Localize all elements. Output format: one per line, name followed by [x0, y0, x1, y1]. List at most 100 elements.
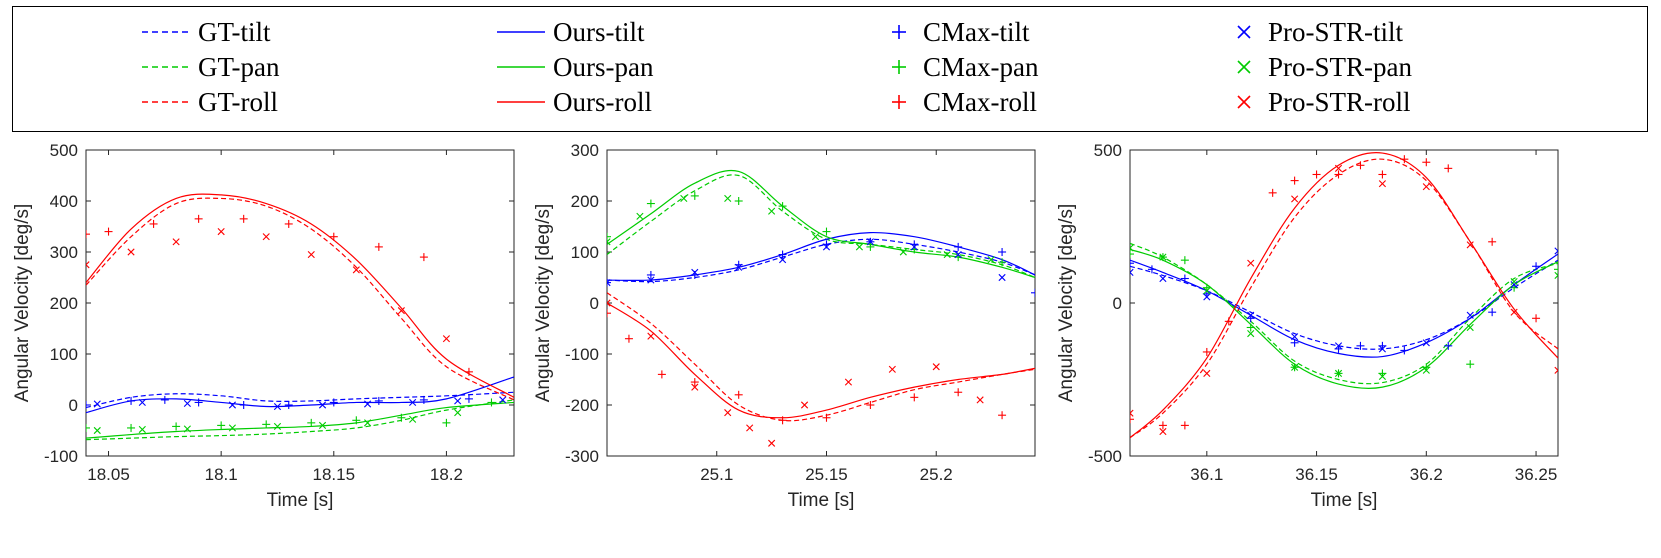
series-pro-str-roll-point — [1378, 180, 1386, 188]
series-ours-roll-line — [86, 193, 514, 398]
legend-label: Ours-pan — [553, 51, 654, 82]
series-pro-str-tilt-point — [866, 238, 874, 246]
series-cmax-roll-point — [657, 370, 666, 379]
series-pro-str-pan-point — [943, 250, 951, 259]
x-tick-label: 25.1 — [700, 465, 733, 484]
series-pro-str-tilt-point — [93, 400, 101, 408]
series-pro-str-tilt-point — [228, 401, 237, 409]
series-cmax-tilt-point — [1031, 288, 1035, 297]
legend-item-ours-roll: Ours-roll — [493, 87, 652, 117]
series-cmax-pan-point — [127, 423, 136, 432]
series-ours-tilt-line — [1130, 253, 1558, 358]
y-tick-label: 300 — [571, 141, 599, 160]
series-pro-str-pan-point — [1510, 277, 1518, 286]
series-pro-str-pan-point — [768, 207, 776, 215]
series-cmax-roll-point — [1290, 176, 1299, 185]
series-cmax-pan-point — [1554, 265, 1558, 274]
series-pro-str-tilt-point — [183, 399, 191, 408]
series-cmax-roll — [1130, 155, 1541, 430]
series-cmax-tilt-point — [464, 394, 473, 403]
series-cmax-pan-point — [442, 418, 451, 427]
legend-item-cmax-pan: CMax-pan — [863, 52, 1038, 82]
series-cmax-roll-point — [1532, 314, 1541, 323]
series-cmax-roll-point — [149, 219, 158, 228]
series-pro-str-pan-point — [183, 425, 191, 433]
y-tick-label: -200 — [565, 396, 599, 415]
series-pro-str-pan-point — [363, 419, 372, 427]
legend-item-gt-tilt: GT-tilt — [138, 17, 271, 47]
legend-swatch-pro-str-tilt — [1237, 25, 1251, 39]
plot-area — [1129, 149, 1559, 457]
legend-label: GT-roll — [198, 86, 278, 117]
series-cmax-roll-point — [1180, 421, 1189, 430]
series-pro-str-pan-point — [273, 422, 282, 431]
legend-item-ours-tilt: Ours-tilt — [493, 17, 645, 47]
series-pro-str-roll-point — [691, 383, 699, 391]
series-cmax-pan-point — [866, 242, 875, 251]
y-tick-label: 300 — [50, 243, 78, 262]
series-pro-str-tilt-point — [1130, 268, 1134, 276]
series-pro-str-roll-point — [127, 248, 135, 256]
series-pro-str-tilt-point — [454, 397, 462, 405]
series-gt-roll-line — [86, 197, 514, 401]
series-cmax-tilt — [86, 394, 473, 409]
series-pro-str-roll-point — [800, 401, 809, 409]
legend-label: Pro-STR-pan — [1268, 51, 1412, 82]
legend-item-gt-roll: GT-roll — [138, 87, 278, 117]
series-pro-str-pan-point — [93, 426, 101, 435]
series-pro-str-roll-point — [976, 396, 984, 404]
series-pro-str-pan-point — [1203, 287, 1211, 295]
series-cmax-tilt-point — [284, 401, 293, 409]
legend-swatch-gt-pan — [142, 66, 190, 68]
x-axis-label: Time [s] — [788, 490, 855, 511]
series-pro-str-pan-point — [1422, 366, 1430, 374]
series-cmax-roll-point — [329, 232, 338, 241]
series-pro-str-pan — [93, 409, 462, 435]
series-pro-str-tilt-point — [1554, 247, 1558, 255]
series-cmax-roll-point — [690, 378, 699, 387]
x-tick-label: 36.25 — [1515, 465, 1558, 484]
series-pro-str-pan — [1130, 244, 1558, 381]
series-pro-str-tilt-point — [1291, 333, 1299, 341]
series-ours-tilt-line — [86, 376, 514, 414]
series-pro-str-roll-point — [1159, 427, 1167, 436]
series-pro-str-pan-point — [1130, 244, 1134, 252]
series-pro-str-pan-point — [1247, 330, 1255, 338]
series-cmax-roll-point — [1378, 170, 1387, 179]
series-cmax-tilt-point — [646, 270, 655, 279]
x-tick-label: 36.1 — [1190, 465, 1223, 484]
series-cmax-pan-point — [1130, 250, 1134, 259]
x-tick-label: 25.2 — [920, 465, 953, 484]
series-cmax-tilt-point — [194, 398, 203, 407]
legend-label: Ours-roll — [553, 86, 652, 117]
series-cmax-pan-point — [690, 191, 699, 200]
x-tick-label: 36.15 — [1295, 465, 1338, 484]
series-pro-str-tilt-point — [998, 273, 1006, 282]
legend-swatch-ours-roll — [497, 101, 545, 103]
series-pro-str-roll-point — [1203, 369, 1211, 377]
series-cmax-roll-point — [1444, 164, 1453, 173]
series-pro-str-pan-point — [1554, 271, 1558, 280]
series-cmax-pan-point — [307, 418, 316, 427]
series-cmax-pan-point — [822, 227, 831, 236]
series-pro-str-tilt-point — [1203, 293, 1211, 301]
series-cmax-roll-point — [1400, 155, 1409, 164]
x-axis-label: Time [s] — [1311, 490, 1378, 511]
series-cmax-roll-point — [910, 393, 919, 402]
x-axis-label: Time [s] — [267, 490, 334, 511]
series-cmax-roll-point — [374, 242, 383, 251]
series-ours-pan-line — [1130, 248, 1558, 390]
series-pro-str-pan-point — [1466, 323, 1474, 332]
series-pro-str-tilt — [93, 396, 507, 411]
series-cmax-tilt-point — [86, 401, 90, 409]
series-cmax-tilt-point — [239, 401, 248, 409]
series-cmax-pan-point — [734, 197, 743, 205]
series-cmax-tilt-point — [1444, 341, 1453, 350]
chart-2: 25.1 25.15 25.2 -300 -200 -100 0 100 200 300 Time … — [533, 141, 1036, 511]
legend: GT-tilt GT-pan GT-roll Ours-tilt Ours-pan Our… — [12, 6, 1648, 132]
series-pro-str-roll-point — [172, 238, 180, 246]
plot-area — [606, 149, 1036, 457]
series-pro-str-pan-point — [138, 425, 146, 434]
chart-1: 18.05 18.1 18.15 18.2 -100 0 100 200 300 400 500 Ti… — [12, 141, 515, 511]
series-pro-str-tilt-point — [1466, 311, 1474, 319]
